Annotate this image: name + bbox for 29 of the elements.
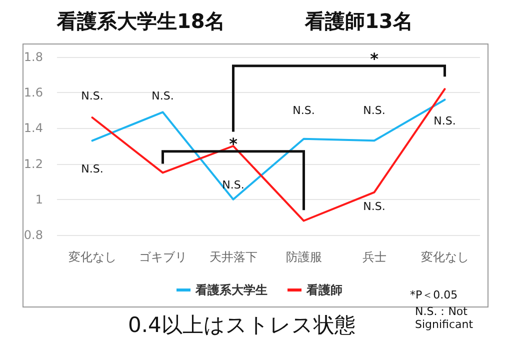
x-tick-label: ゴキブリ — [138, 250, 187, 264]
annotation: N.S. — [81, 162, 104, 176]
annotation: N.S. — [292, 104, 315, 117]
x-tick-label: 兵士 — [362, 250, 386, 264]
y-tick-label: 0.8 — [24, 228, 43, 242]
annotation: N.S. — [363, 104, 386, 117]
y-tick-label: 1 — [35, 192, 43, 206]
text: *P＜0.05 — [410, 288, 458, 302]
annotation: N.S. — [81, 90, 104, 103]
y-tick-label: 1.2 — [24, 156, 43, 171]
x-tick-label: 変化なし — [420, 250, 469, 264]
legend-label: 看護系大学生 — [194, 283, 268, 297]
x-tick-label: 変化なし — [68, 250, 116, 264]
chart-subtitle: 看護師13名 — [304, 9, 413, 33]
x-tick-label: 天井落下 — [209, 250, 258, 264]
y-tick-label: 1.6 — [24, 86, 43, 100]
text: 0.4以上はストレス状態 — [128, 313, 356, 337]
text: N.S.：Not Significant — [415, 305, 474, 331]
legend-label: 看護師 — [306, 283, 342, 297]
x-tick-label: 防護服 — [286, 250, 322, 264]
annotation: N.S. — [222, 178, 244, 192]
annotation: N.S. — [434, 114, 456, 128]
annotation: * — [370, 49, 380, 68]
y-tick-label: 1.4 — [24, 121, 43, 136]
chart-title: 看護系大学生18名 — [56, 9, 225, 33]
annotation: * — [229, 134, 238, 154]
annotation: N.S. — [363, 200, 386, 214]
y-tick-label: 1.8 — [24, 50, 43, 64]
annotation: N.S. — [152, 90, 174, 103]
